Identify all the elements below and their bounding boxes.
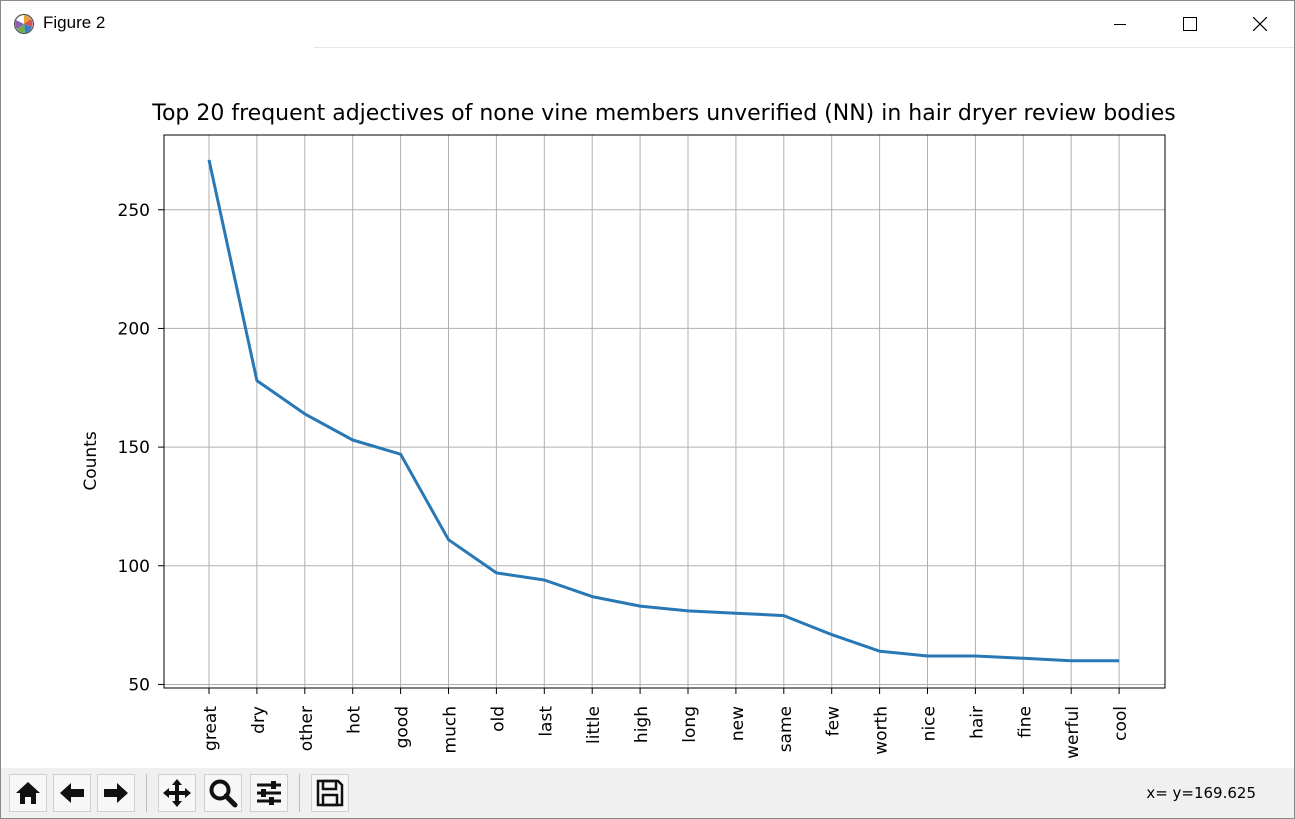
data-point-long xyxy=(687,609,690,612)
y-axis: 50 100 150 200 250 xyxy=(118,201,164,695)
home-icon xyxy=(16,782,40,804)
data-point-little xyxy=(591,595,594,598)
matplotlib-icon xyxy=(13,13,35,35)
data-point-werful xyxy=(1070,659,1073,662)
x-tick-label: nice xyxy=(920,706,940,741)
data-point-old xyxy=(495,571,498,574)
data-point-same xyxy=(782,614,785,617)
home-button[interactable] xyxy=(9,774,47,812)
back-button[interactable] xyxy=(53,774,91,812)
minimize-button[interactable] xyxy=(1097,1,1143,47)
x-tick-label: good xyxy=(393,706,413,748)
plot-frame xyxy=(163,134,1166,689)
pan-icon xyxy=(163,779,191,807)
toolbar-separator xyxy=(146,774,147,812)
title-separator xyxy=(314,47,1294,48)
minimize-icon xyxy=(1114,24,1126,25)
data-point-fine xyxy=(1022,657,1025,660)
x-tick-label: few xyxy=(824,706,844,736)
zoom-icon xyxy=(209,779,238,808)
x-tick-label: great xyxy=(201,706,221,751)
close-icon xyxy=(1253,17,1267,31)
maximize-icon xyxy=(1183,17,1197,31)
data-point-last xyxy=(543,579,546,582)
data-point-good xyxy=(399,453,402,456)
navigation-toolbar: x= y=169.625 xyxy=(1,768,1294,818)
configure-subplots-button[interactable] xyxy=(250,774,288,812)
close-button[interactable] xyxy=(1237,1,1283,47)
save-button[interactable] xyxy=(311,774,349,812)
y-tick-label: 100 xyxy=(118,557,150,577)
data-point-worth xyxy=(878,650,881,653)
x-tick-label: other xyxy=(297,706,317,751)
y-tick-label: 50 xyxy=(128,675,150,695)
maximize-button[interactable] xyxy=(1167,1,1213,47)
data-point-new xyxy=(734,612,737,615)
x-tick-label: werful xyxy=(1063,706,1083,759)
x-tick-label: worth xyxy=(872,706,892,755)
x-tick-label: little xyxy=(584,706,604,744)
x-tick-label: long xyxy=(680,706,700,743)
x-tick-label: dry xyxy=(249,706,269,734)
y-axis-label: Counts xyxy=(81,431,101,490)
toolbar-separator xyxy=(299,774,300,812)
configure-subplots-icon xyxy=(257,781,281,805)
x-tick-label: cool xyxy=(1111,706,1131,741)
forward-button[interactable] xyxy=(97,774,135,812)
y-tick-label: 150 xyxy=(118,438,150,458)
data-point-nice xyxy=(926,654,929,657)
data-point-hair xyxy=(974,654,977,657)
pan-button[interactable] xyxy=(158,774,196,812)
line-chart[interactable]: 50 100 150 200 250 great dry other hot good much o… xyxy=(1,48,1294,768)
data-point-much xyxy=(447,538,450,541)
x-tick-label: much xyxy=(441,706,461,753)
data-point-great xyxy=(208,158,211,161)
x-tick-label: hot xyxy=(345,706,365,734)
chart-title: Top 20 frequent adjectives of none vine … xyxy=(151,101,1175,126)
save-icon xyxy=(316,779,344,807)
data-point-dry xyxy=(255,379,258,382)
x-tick-label: fine xyxy=(1015,706,1035,738)
y-tick-label: 200 xyxy=(118,319,150,339)
x-tick-label: high xyxy=(632,706,652,743)
cursor-coordinates: x= y=169.625 xyxy=(1146,784,1256,802)
x-tick-label: new xyxy=(728,706,748,741)
data-point-hot xyxy=(351,438,354,441)
window-title: Figure 2 xyxy=(43,13,106,32)
data-point-cool xyxy=(1118,659,1121,662)
data-point-few xyxy=(830,633,833,636)
grid xyxy=(164,135,1165,688)
x-tick-label: hair xyxy=(967,706,987,739)
title-bar: Figure 2 xyxy=(1,1,1294,47)
figure-canvas[interactable]: 50 100 150 200 250 great dry other hot good much o… xyxy=(1,48,1294,768)
x-tick-label: last xyxy=(536,706,556,737)
x-axis: great dry other hot good much old last little hig… xyxy=(201,688,1131,759)
forward-icon xyxy=(104,783,128,803)
back-icon xyxy=(60,783,84,803)
data-point-other xyxy=(303,412,306,415)
x-tick-label: old xyxy=(488,706,508,732)
series-line xyxy=(207,159,1120,663)
y-tick-label: 250 xyxy=(118,201,150,221)
data-points xyxy=(208,158,1121,662)
x-tick-label: same xyxy=(776,706,796,752)
zoom-button[interactable] xyxy=(204,774,242,812)
data-point-high xyxy=(639,605,642,608)
